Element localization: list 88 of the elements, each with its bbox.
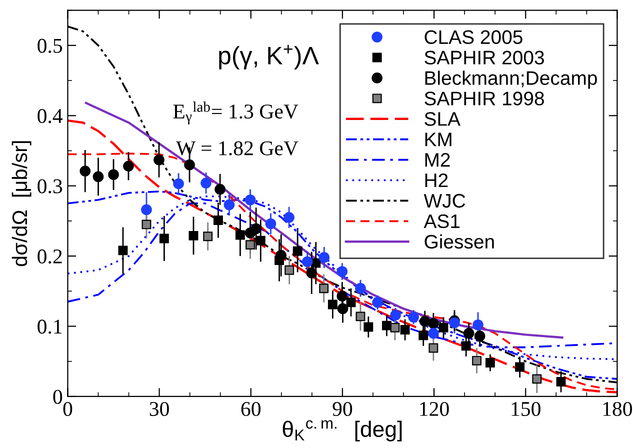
x-tick-label: 0 [63, 402, 72, 416]
y-tick-label: 0 [53, 390, 62, 404]
point [319, 284, 329, 294]
point [532, 374, 542, 384]
point [390, 310, 401, 320]
point [485, 358, 495, 368]
point [463, 328, 474, 339]
point [419, 316, 430, 327]
point [472, 319, 484, 330]
point [244, 194, 256, 206]
legend-label: KM [425, 132, 452, 146]
point [224, 199, 235, 210]
x-tick-label: 90 [332, 402, 352, 416]
annotation: E$_{γ}$$^{lab}$= 1.3 GeV [173, 102, 298, 124]
text: θ$_{K}$$^{c.m.}$ [deg] [282, 420, 402, 442]
point [336, 266, 348, 277]
point [461, 341, 471, 351]
point [141, 204, 152, 216]
text: p(γ, K$^{+}$)Λ [219, 44, 319, 70]
point [142, 220, 152, 230]
legend-label: Giessen [424, 234, 494, 249]
point [428, 318, 439, 329]
legend-label: Bleckmann;Decamp [425, 70, 597, 89]
point [200, 178, 212, 188]
legend-label: SLA [424, 112, 460, 126]
legend-label: AS1 [424, 214, 460, 228]
point [203, 232, 213, 242]
x-tick-label: 150 [512, 402, 540, 416]
point [515, 362, 525, 372]
point [159, 234, 169, 244]
point [474, 330, 486, 342]
legend-label: H2 [425, 173, 448, 188]
point [274, 256, 284, 265]
point [188, 230, 198, 240]
point [265, 218, 276, 230]
point [328, 300, 338, 310]
point [428, 343, 438, 353]
point [318, 252, 330, 263]
point [390, 322, 400, 332]
point [428, 328, 439, 339]
legend-label: SAPHIR 1998 [424, 92, 544, 106]
point [184, 159, 195, 170]
point [382, 320, 392, 330]
y-tick-label: 0.4 [38, 109, 63, 124]
point [256, 236, 266, 246]
point [108, 169, 119, 180]
x-tick-label: 60 [241, 402, 260, 416]
point [80, 166, 91, 177]
point [346, 298, 356, 308]
point [250, 223, 262, 234]
x-tick-label: 120 [420, 402, 449, 416]
point [408, 312, 419, 323]
point [235, 230, 245, 240]
y-tick-label: 0.2 [38, 249, 62, 264]
point [418, 330, 428, 340]
point [438, 322, 448, 332]
y-tick-label: 0.1 [38, 320, 62, 334]
legend-label: WJC [424, 194, 466, 208]
legend-label: M2 [425, 153, 450, 167]
point [118, 246, 128, 256]
point [364, 322, 374, 332]
point [92, 171, 104, 182]
point [123, 160, 134, 172]
point [306, 267, 318, 278]
point [400, 325, 410, 334]
point [556, 377, 566, 386]
point [154, 154, 164, 166]
point [302, 256, 313, 268]
x-tick-label: 180 [603, 402, 632, 416]
point [337, 303, 348, 314]
point [292, 246, 302, 256]
point [284, 212, 294, 223]
legend-label: CLAS 2005 [424, 30, 522, 44]
point [284, 265, 294, 275]
point [355, 282, 366, 294]
y-tick-label: 0.5 [38, 38, 62, 53]
x-tick-label: 30 [150, 402, 169, 416]
point [214, 184, 226, 195]
legend-label: SAPHIR 2003 [424, 50, 544, 64]
point [336, 290, 348, 302]
point [173, 178, 184, 190]
y-axis-title: dσ/dΩ [μb/sr] [12, 141, 32, 266]
y-tick-label: 0.3 [38, 179, 62, 194]
point [372, 296, 383, 308]
point [356, 312, 366, 322]
point [472, 356, 482, 366]
point [246, 240, 255, 250]
point [213, 216, 223, 225]
